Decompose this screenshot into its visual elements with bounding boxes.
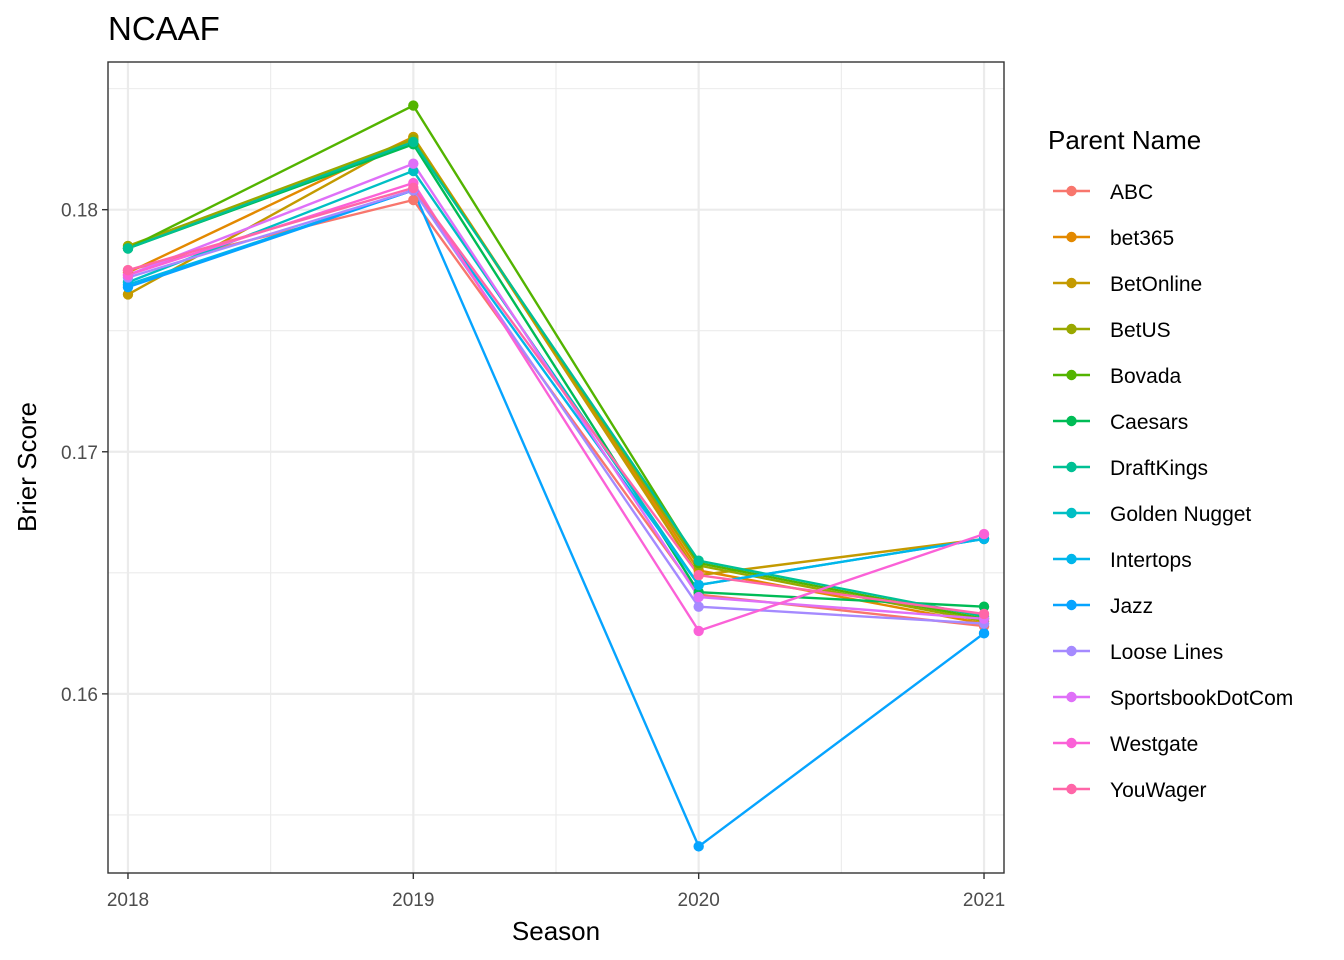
data-point xyxy=(693,601,704,612)
gridlines xyxy=(108,62,1004,873)
data-point xyxy=(978,528,990,540)
legend-item: bet365 xyxy=(1053,227,1174,250)
x-tick-label: 2018 xyxy=(107,890,149,911)
data-point xyxy=(408,100,419,111)
legend-item: SportsbookDotCom xyxy=(1053,687,1293,710)
data-point xyxy=(408,136,419,148)
legend-label: Intertops xyxy=(1110,549,1192,572)
series-line xyxy=(127,189,985,625)
legend-item: Intertops xyxy=(1053,549,1192,572)
legend-key-point xyxy=(1066,231,1077,243)
legend-item: Westgate xyxy=(1053,733,1198,756)
legend-label: YouWager xyxy=(1110,779,1207,802)
legend: Parent Name ABC bet365 BetOnline BetUS Bovad… xyxy=(1048,125,1293,802)
legend-item: Golden Nugget xyxy=(1053,503,1251,526)
y-tick-label: 0.16 xyxy=(61,685,98,706)
legend-item: Bovada xyxy=(1053,365,1182,388)
data-point xyxy=(693,555,704,566)
legend-key-point xyxy=(1066,323,1077,335)
legend-label: Bovada xyxy=(1110,365,1182,388)
legend-key-point xyxy=(1066,461,1077,473)
legend-key-point xyxy=(1066,507,1077,519)
legend-label: ABC xyxy=(1110,181,1153,204)
legend-item: BetOnline xyxy=(1053,273,1202,296)
data-point xyxy=(408,182,419,194)
series-line xyxy=(127,135,985,577)
series-points xyxy=(122,100,990,852)
data-point xyxy=(978,608,990,620)
data-point xyxy=(693,591,704,603)
legend-label: SportsbookDotCom xyxy=(1110,687,1293,710)
data-point xyxy=(122,264,134,276)
legend-label: DraftKings xyxy=(1110,457,1208,480)
legend-label: Golden Nugget xyxy=(1110,503,1251,526)
x-tick-label: 2020 xyxy=(678,890,720,911)
legend-item: Loose Lines xyxy=(1053,641,1223,664)
data-point xyxy=(122,281,134,293)
legend-item: YouWager xyxy=(1053,779,1207,802)
legend-key-point xyxy=(1066,553,1077,565)
legend-label: bet365 xyxy=(1110,227,1174,250)
data-point xyxy=(693,570,704,581)
legend-label: Loose Lines xyxy=(1110,641,1223,664)
legend-key-point xyxy=(1066,783,1077,795)
legend-title: Parent Name xyxy=(1048,125,1201,155)
legend-item: DraftKings xyxy=(1053,457,1208,480)
legend-key-point xyxy=(1066,415,1077,427)
data-point xyxy=(693,841,704,852)
data-point xyxy=(408,158,419,169)
legend-item: Caesars xyxy=(1053,411,1188,434)
plot-panel xyxy=(107,61,1005,874)
legend-key-point xyxy=(1066,645,1077,657)
legend-label: BetUS xyxy=(1110,319,1171,342)
legend-label: Jazz xyxy=(1110,595,1153,618)
legend-key-point xyxy=(1066,691,1077,703)
series-line xyxy=(127,186,985,616)
legend-key-point xyxy=(1066,185,1077,197)
series-line xyxy=(127,104,985,620)
axes: 0.16 0.17 0.18 2018 2019 2020 2021 xyxy=(61,201,1005,911)
data-point xyxy=(693,625,704,637)
legend-item: Jazz xyxy=(1053,595,1153,618)
y-tick-label: 0.17 xyxy=(61,443,98,464)
legend-key-point xyxy=(1066,599,1077,611)
legend-key-point xyxy=(1066,369,1077,381)
legend-label: BetOnline xyxy=(1110,273,1202,296)
data-point xyxy=(408,165,419,177)
data-point xyxy=(978,628,990,639)
chart-title: NCAAF xyxy=(108,10,220,47)
x-tick-label: 2021 xyxy=(963,890,1005,911)
legend-key-point xyxy=(1066,277,1077,289)
y-axis-title: Brier Score xyxy=(12,402,42,532)
series-line xyxy=(127,140,985,618)
data-point xyxy=(408,194,419,206)
x-axis-title: Season xyxy=(512,916,600,946)
data-point xyxy=(122,243,134,254)
legend-label: Caesars xyxy=(1110,411,1188,434)
data-point xyxy=(693,579,704,591)
data-point xyxy=(122,289,134,300)
series-line xyxy=(127,189,985,848)
legend-item: ABC xyxy=(1053,181,1153,204)
x-tick-label: 2019 xyxy=(392,890,434,911)
data-point xyxy=(978,601,990,612)
legend-key-point xyxy=(1066,737,1077,749)
y-tick-label: 0.18 xyxy=(61,201,98,222)
legend-label: Westgate xyxy=(1110,733,1198,756)
legend-item: BetUS xyxy=(1053,319,1171,342)
series-lines xyxy=(127,104,985,848)
